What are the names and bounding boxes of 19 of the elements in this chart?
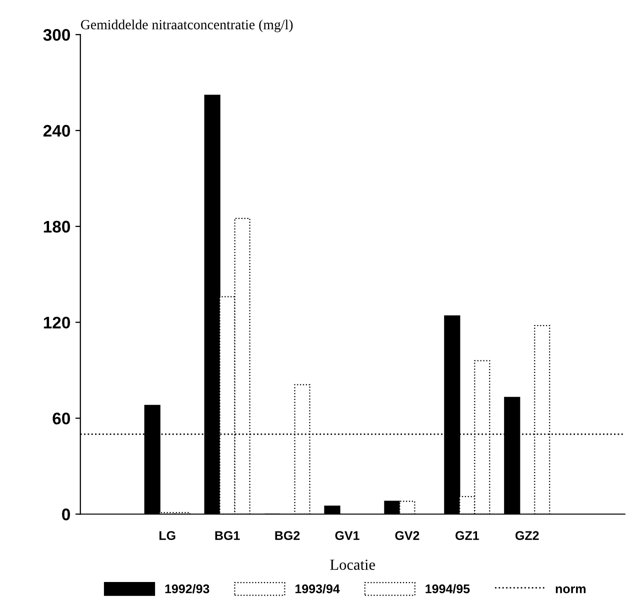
- legend-label: 1993/94: [295, 584, 340, 594]
- x-tick-label: BG1: [215, 531, 240, 540]
- legend-label: 1992/93: [165, 584, 210, 594]
- x-tick-label: GZ2: [515, 531, 539, 540]
- y-axis-title: Gemiddelde nitraatconcentratie (mg/l): [80, 20, 293, 32]
- x-tick-label: GZ1: [456, 531, 479, 540]
- y-tick-label: 300: [43, 29, 70, 41]
- legend-label: 1994/95: [426, 584, 470, 594]
- y-tick-label: 240: [43, 124, 70, 137]
- y-tick-label: 120: [44, 316, 70, 329]
- x-axis-title: Locatie: [330, 560, 375, 570]
- x-tick-label: GV1: [335, 531, 360, 540]
- y-tick-label: 180: [44, 220, 70, 233]
- y-tick-label: 60: [52, 412, 70, 424]
- legend-label: norm: [556, 586, 586, 594]
- y-tick-label: 0: [62, 508, 70, 520]
- x-tick-label: GV2: [395, 531, 420, 540]
- x-tick-label: BG2: [275, 531, 300, 540]
- x-tick-label: LG: [159, 531, 176, 540]
